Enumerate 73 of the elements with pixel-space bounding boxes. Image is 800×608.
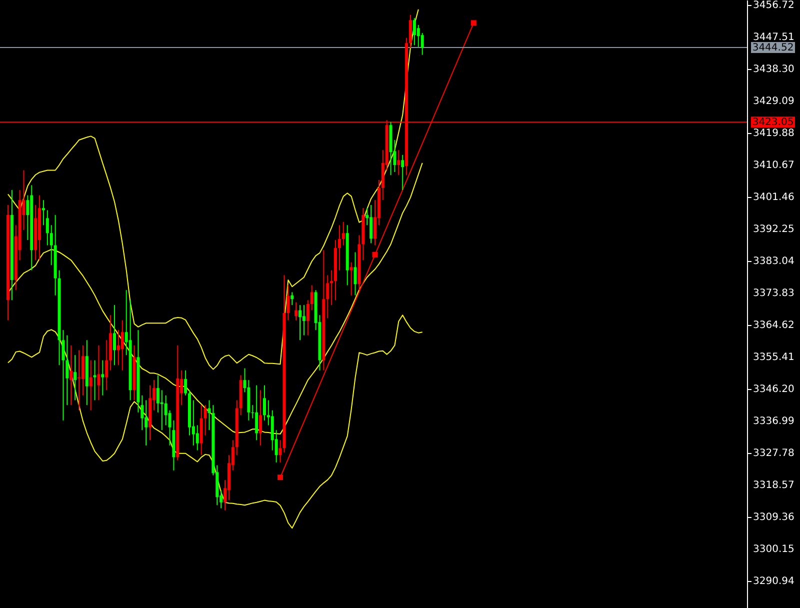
candlestick xyxy=(164,394,168,426)
y-tick-label: 3300.15 xyxy=(753,544,794,556)
candlestick xyxy=(338,224,341,271)
line-series xyxy=(7,162,423,434)
y-tick-label: 3392.25 xyxy=(753,224,794,236)
y-tick-label: 3327.78 xyxy=(753,448,794,460)
candlestick xyxy=(306,300,310,336)
candlestick xyxy=(294,302,298,321)
candlestick xyxy=(354,252,357,296)
y-tick-label: 3456.72 xyxy=(753,0,794,12)
candlestick xyxy=(397,150,400,176)
candlestick xyxy=(156,374,160,413)
candlestick xyxy=(401,154,404,191)
candlestick xyxy=(412,18,416,46)
candlestick xyxy=(81,344,84,396)
candlestick xyxy=(184,370,188,396)
candlestick xyxy=(259,390,262,446)
candlestick xyxy=(140,394,144,431)
candlestick xyxy=(409,14,412,48)
candlestick xyxy=(262,384,266,421)
candlestick xyxy=(370,204,373,244)
candlestick xyxy=(77,350,80,411)
candlestick xyxy=(204,404,207,436)
y-tick-label: 3364.62 xyxy=(753,320,794,332)
candlestick xyxy=(50,224,53,266)
line-series xyxy=(7,314,423,529)
point xyxy=(278,474,284,480)
y-tick-label: 3309.36 xyxy=(753,512,794,524)
candlestick xyxy=(350,262,353,296)
candlestick xyxy=(105,340,108,391)
candlestick xyxy=(342,222,345,246)
y-tick-label: 3373.83 xyxy=(753,288,794,300)
y-tick-label: 3355.41 xyxy=(753,352,794,364)
y-tick-label: 3346.20 xyxy=(753,384,794,396)
candlestick xyxy=(270,410,274,451)
candlestick xyxy=(208,400,211,431)
candlestick xyxy=(326,274,330,319)
candlestick xyxy=(255,384,258,441)
y-tick-label: 3401.46 xyxy=(753,192,794,204)
candlestick xyxy=(196,424,199,451)
candlestick xyxy=(89,360,92,411)
y-tick-label: 3318.57 xyxy=(753,480,794,492)
y-tick-label: 3336.99 xyxy=(753,416,794,428)
y-tick-label: 3447.51 xyxy=(753,32,794,44)
candlestick xyxy=(46,210,49,246)
candlestick xyxy=(70,344,73,406)
candlestick xyxy=(74,354,77,401)
candlestick xyxy=(113,304,116,366)
y-tick-label: 3290.94 xyxy=(753,576,794,588)
point xyxy=(372,252,378,258)
candlestick xyxy=(144,400,148,446)
candlestick xyxy=(286,284,290,321)
y-tick-label: 3419.88 xyxy=(753,128,794,140)
candlestick xyxy=(302,304,306,336)
y-tick-label: 3383.04 xyxy=(753,256,794,268)
candlestick xyxy=(116,330,120,366)
candlestick xyxy=(42,200,45,226)
candlestick xyxy=(310,284,314,311)
candlestick xyxy=(93,360,96,401)
y-tick-label: 3438.30 xyxy=(753,64,794,76)
ref-line-label: 3444.52 xyxy=(752,42,794,54)
point xyxy=(470,20,476,26)
line-series xyxy=(7,8,419,370)
candlestick xyxy=(66,334,69,406)
candlestick xyxy=(101,360,104,396)
candlestick xyxy=(290,292,294,306)
candlestick xyxy=(330,270,334,306)
candlestick xyxy=(120,320,124,371)
y-tick-label: 3429.09 xyxy=(753,96,794,108)
ref-line-label: 3423.05 xyxy=(752,117,794,128)
candlestick xyxy=(298,304,302,341)
candlestick xyxy=(97,344,100,401)
y-tick-label: 3410.67 xyxy=(753,160,794,172)
